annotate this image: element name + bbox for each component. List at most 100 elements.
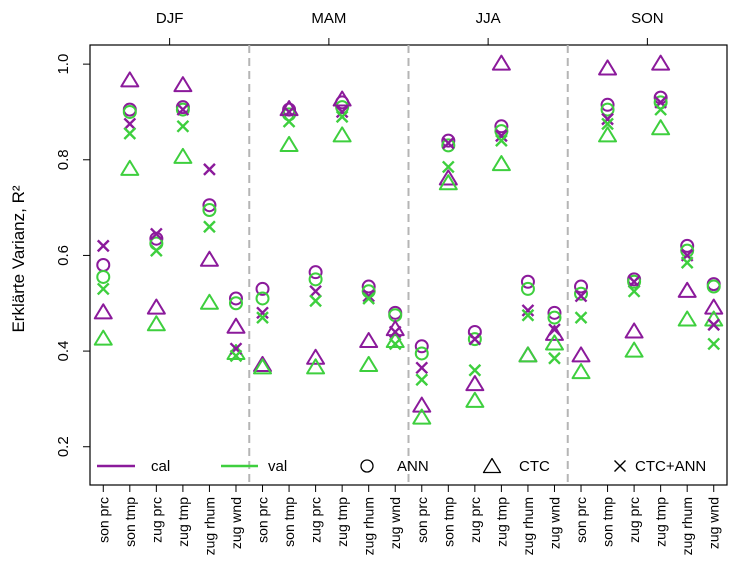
point-cal-ctc (253, 355, 273, 372)
x-tick-label: zug wnd (387, 497, 403, 549)
x-tick-label: zug rhum (201, 497, 217, 555)
point-cal-ann (228, 291, 243, 306)
point-val-ctc-ann (256, 311, 269, 324)
y-tick-label: 0.6 (55, 245, 72, 266)
plot-area: DJF MAM JJA SON 0.2 0.4 0.6 0.8 1.0 son prc son tm… (55, 10, 728, 555)
point-val-ctc (465, 391, 485, 408)
x-tick-label: zug tmp (334, 497, 350, 547)
point-cal-ctc-ann (468, 332, 482, 346)
point-cal-ctc (332, 90, 352, 107)
legend-cal-label: cal (151, 458, 170, 475)
x-tick-label: zug prc (148, 497, 164, 543)
point-val-ann (175, 102, 190, 117)
point-cal-ctc-ann (256, 306, 269, 320)
point-val-ctc-ann (123, 127, 137, 140)
legend-ctcann-marker (614, 460, 626, 472)
legend-ctc-marker (482, 457, 502, 474)
point-val-ann (627, 274, 642, 289)
point-val-ctc (412, 408, 432, 425)
point-cal-ctc-ann (123, 117, 137, 131)
x-tick-label: son tmp (600, 497, 616, 547)
point-cal-ann (494, 119, 509, 134)
point-val-ctc-ann (707, 337, 721, 351)
x-tick-label: son prc (414, 497, 430, 543)
point-val-ann (122, 104, 137, 119)
point-val-ctc-ann (229, 349, 243, 363)
point-cal-ann (600, 97, 615, 112)
season-label: SON (631, 10, 664, 27)
y-axis-title: Erklärte Varianz, R² (9, 185, 28, 332)
x-tick-label: zug prc (626, 497, 642, 543)
point-val-ctc-ann (601, 117, 614, 131)
x-tick-label: zug wnd (546, 497, 562, 549)
point-val-ctc-ann (388, 337, 402, 351)
point-val-ann (574, 286, 589, 301)
point-val-ann (255, 291, 270, 306)
x-tick-label: son prc (255, 497, 271, 543)
point-val-ctc-ann (415, 373, 429, 387)
point-val-ctc-ann (495, 134, 508, 148)
point-val-ctc (279, 135, 299, 152)
point-cal-ctc (624, 322, 644, 339)
season-label: JJA (476, 10, 501, 27)
point-val-ctc-ann (96, 282, 110, 296)
point-cal-ctc-ann (415, 361, 429, 375)
x-tick-label: son tmp (122, 497, 138, 547)
point-cal-ctc (120, 71, 140, 88)
point-val-ctc (571, 363, 591, 380)
point-cal-ctc-ann (521, 304, 535, 317)
point-cal-ctc (412, 396, 432, 413)
point-cal-ann (680, 238, 695, 253)
y-tick-label: 0.4 (55, 341, 72, 362)
point-val-ctc (651, 119, 671, 136)
season-label: MAM (311, 10, 346, 27)
point-cal-ctc (465, 375, 485, 392)
legend-val-label: val (268, 458, 287, 475)
point-cal-ctc-ann (707, 318, 721, 332)
point-cal-ctc (677, 281, 697, 298)
x-tick-label: son tmp (440, 497, 456, 547)
point-val-ctc (332, 126, 352, 143)
point-val-ann (308, 272, 323, 287)
point-val-ctc (93, 329, 113, 346)
point-cal-ctc-ann (335, 105, 349, 119)
point-cal-ctc (491, 54, 511, 71)
point-val-ctc-ann (203, 220, 216, 234)
point-val-ann (96, 269, 111, 284)
point-val-ann (467, 332, 482, 347)
point-val-ctc (438, 174, 458, 191)
point-val-ann (414, 346, 429, 361)
point-val-ann (202, 203, 217, 217)
point-val-ctc-ann (548, 351, 561, 365)
point-val-ctc-ann (468, 363, 482, 377)
point-val-ctc (120, 159, 140, 176)
point-cal-ctc-ann (574, 289, 588, 303)
x-tick-label: zug tmp (653, 497, 669, 547)
point-cal-ctc-ann (441, 136, 455, 150)
point-cal-ctc (438, 169, 458, 186)
point-cal-ctc-ann (203, 162, 216, 176)
point-val-ctc (518, 346, 538, 363)
point-cal-ctc-ann (362, 289, 376, 303)
x-tick-label: zug prc (308, 497, 324, 543)
point-cal-ctc-ann (601, 112, 614, 126)
point-val-ctc-ann (150, 244, 163, 258)
point-val-ctc (253, 358, 273, 375)
x-tick-label: zug tmp (493, 497, 509, 547)
point-cal-ctc-ann (96, 239, 110, 253)
point-cal-ctc (146, 298, 166, 315)
point-cal-ctc-ann (150, 227, 163, 241)
point-cal-ctc (571, 346, 591, 363)
point-val-ctc (677, 310, 697, 327)
x-tick-label: zug wnd (228, 497, 244, 549)
point-cal-ann (414, 339, 429, 354)
point-cal-ctc-ann (627, 275, 641, 289)
point-cal-ctc (651, 54, 671, 71)
x-tick-label: son prc (95, 497, 111, 543)
point-val-ctc-ann (335, 110, 349, 124)
point-cal-ctc (199, 250, 219, 267)
point-val-ann (600, 102, 615, 117)
point-cal-ann (441, 133, 456, 148)
point-val-ann (706, 279, 721, 294)
